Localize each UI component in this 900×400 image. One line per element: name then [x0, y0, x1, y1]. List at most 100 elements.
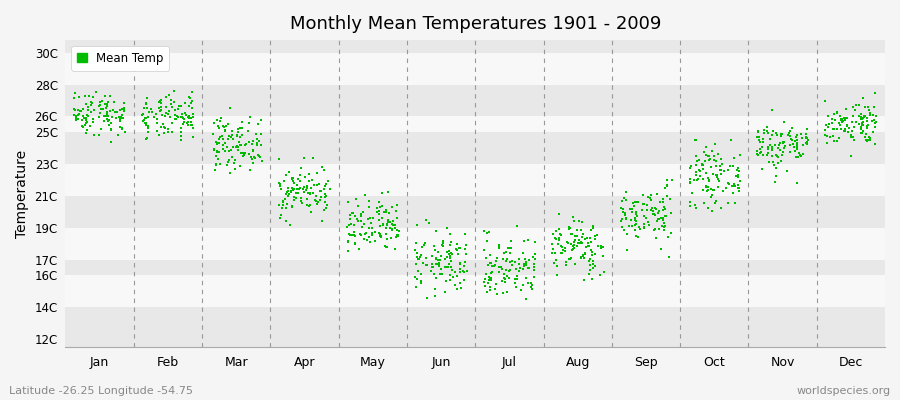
Point [354, 232, 368, 238]
Point [860, 124, 875, 131]
Point [564, 230, 579, 237]
Point [568, 261, 582, 267]
Point [310, 170, 324, 177]
Point [149, 116, 164, 123]
Point [273, 180, 287, 187]
Point [477, 227, 491, 234]
Point [166, 99, 181, 105]
Point [833, 126, 848, 132]
Point [868, 113, 883, 120]
Point [353, 231, 367, 238]
Title: Monthly Mean Temperatures 1901 - 2009: Monthly Mean Temperatures 1901 - 2009 [290, 15, 661, 33]
Point [181, 122, 195, 128]
Point [277, 177, 292, 184]
Point [571, 240, 585, 246]
Point [228, 166, 242, 172]
Point [576, 252, 590, 258]
Point [682, 165, 697, 171]
Point [223, 105, 238, 112]
Point [596, 253, 610, 259]
Point [384, 220, 399, 227]
Point [728, 173, 742, 179]
Point [388, 222, 402, 228]
Point [86, 132, 101, 138]
Point [182, 103, 196, 109]
Point [862, 112, 877, 118]
Y-axis label: Temperature: Temperature [15, 150, 29, 238]
Point [319, 192, 333, 199]
Point [108, 109, 122, 115]
Point [76, 114, 91, 121]
Point [799, 138, 814, 145]
Point [442, 261, 456, 268]
Point [382, 210, 397, 216]
Point [482, 252, 497, 259]
Point [284, 188, 299, 194]
Point [440, 225, 454, 231]
Point [69, 115, 84, 122]
Point [89, 89, 104, 96]
Point [636, 192, 651, 198]
Point [716, 168, 731, 174]
Point [867, 117, 881, 124]
Point [230, 129, 245, 136]
Point [652, 226, 666, 232]
Point [93, 99, 107, 106]
Point [630, 199, 644, 205]
Point [750, 134, 764, 140]
Point [693, 168, 707, 174]
Point [174, 124, 188, 131]
Point [454, 284, 468, 291]
Point [79, 120, 94, 126]
Point [182, 114, 196, 121]
Point [218, 128, 232, 134]
Point [443, 254, 457, 261]
Point [796, 150, 810, 157]
Point [695, 162, 709, 168]
Point [622, 222, 636, 229]
Point [216, 124, 230, 130]
Point [522, 257, 536, 264]
Point [855, 115, 869, 122]
Point [767, 162, 781, 169]
Point [502, 268, 517, 274]
Point [300, 182, 314, 189]
Point [796, 142, 810, 148]
Point [292, 186, 306, 192]
Point [175, 129, 189, 135]
Point [314, 188, 328, 194]
Point [588, 251, 602, 257]
Point [706, 157, 721, 163]
Point [481, 280, 495, 286]
Point [82, 93, 96, 100]
Point [832, 120, 846, 126]
Point [837, 114, 851, 121]
Point [411, 267, 426, 274]
Point [242, 138, 256, 145]
Point [211, 155, 225, 162]
Point [856, 128, 870, 134]
Point [714, 156, 728, 162]
Point [757, 127, 771, 133]
Point [570, 227, 584, 234]
Point [709, 158, 724, 165]
Point [243, 114, 257, 120]
Point [563, 225, 578, 232]
Point [705, 147, 719, 154]
Point [446, 274, 461, 280]
Point [490, 254, 504, 261]
Point [789, 134, 804, 140]
Point [118, 129, 132, 136]
Point [218, 127, 232, 133]
Point [342, 231, 356, 237]
Point [101, 118, 115, 124]
Point [140, 135, 154, 141]
Point [858, 113, 872, 119]
Point [867, 104, 881, 111]
Point [416, 260, 430, 266]
Point [341, 248, 356, 255]
Point [428, 286, 443, 292]
Point [238, 142, 252, 148]
Point [653, 246, 668, 252]
Point [788, 137, 802, 144]
